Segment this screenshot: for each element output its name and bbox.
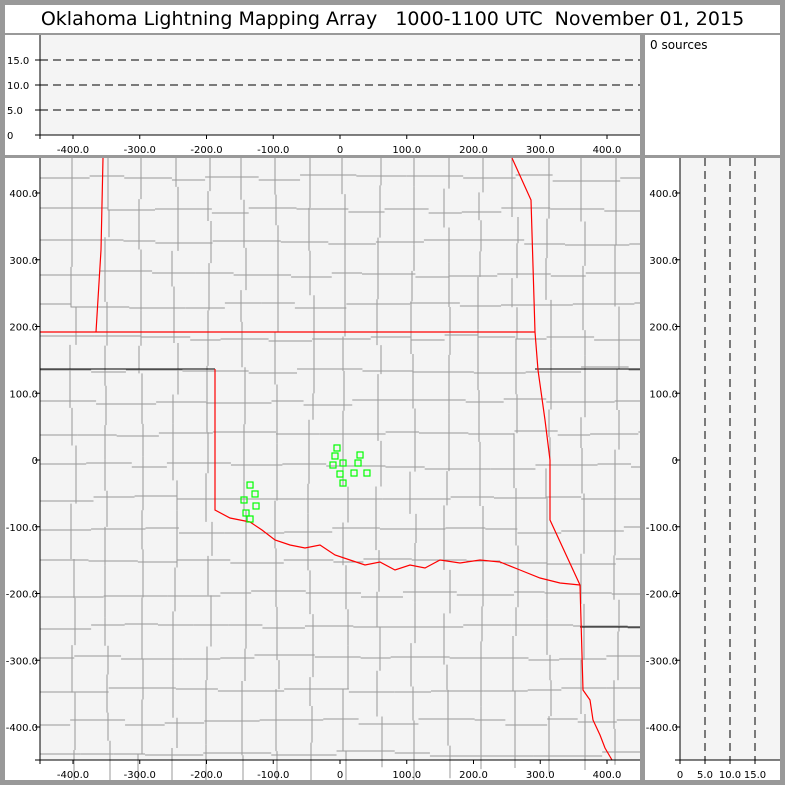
x-tick-label: -300.0 <box>124 770 156 781</box>
x-tick-label: 100.0 <box>392 770 421 781</box>
y-tick-label: -400.0 <box>6 723 38 734</box>
y-tick-label: -400.0 <box>646 723 678 734</box>
x-tick-label: 300.0 <box>526 770 555 781</box>
lightning-source <box>251 490 259 498</box>
y-tick-label: 10.0 <box>7 81 29 92</box>
lightning-source <box>333 444 341 452</box>
county-borders <box>40 158 705 785</box>
y-tick-label: 200.0 <box>9 323 38 334</box>
info-panel: 0 sources <box>645 35 780 155</box>
lightning-source <box>350 469 358 477</box>
x-tick-label: 400.0 <box>593 770 622 781</box>
x-tick-label: -300.0 <box>124 145 156 156</box>
lightning-source <box>240 496 248 504</box>
y-tick-label: -300.0 <box>646 656 678 667</box>
lightning-source <box>339 479 347 487</box>
lightning-source <box>363 469 371 477</box>
x-tick-label: 200.0 <box>459 770 488 781</box>
x-tick-label: 400.0 <box>593 145 622 156</box>
y-tick-label: 300.0 <box>9 256 38 267</box>
y-tick-label: -300.0 <box>6 656 38 667</box>
source-count: 0 sources <box>650 38 708 52</box>
y-tick-label: 100.0 <box>9 389 38 400</box>
chart-title: Oklahoma Lightning Mapping Array 1000-11… <box>5 5 780 33</box>
y-tick-label: -200.0 <box>6 590 38 601</box>
lightning-source <box>331 452 339 460</box>
y-tick-label: 15.0 <box>7 56 29 67</box>
y-tick-label: 400.0 <box>9 189 38 200</box>
x-tick-label: 10.0 <box>719 770 741 781</box>
x-tick-label: -100.0 <box>257 145 289 156</box>
y-tick-label: -100.0 <box>6 523 38 534</box>
y-tick-label: 300.0 <box>649 256 678 267</box>
x-tick-label: 0 <box>337 145 343 156</box>
lightning-source <box>246 515 254 523</box>
lightning-source <box>336 470 344 478</box>
y-tick-label: 0 <box>32 456 38 467</box>
x-tick-label: 15.0 <box>744 770 766 781</box>
x-tick-label: 200.0 <box>459 145 488 156</box>
x-tick-label: -100.0 <box>257 770 289 781</box>
lightning-source <box>246 481 254 489</box>
y-tick-label: -100.0 <box>646 523 678 534</box>
y-tick-label: 0 <box>672 456 678 467</box>
y-tick-label: 200.0 <box>649 323 678 334</box>
x-tick-label: 100.0 <box>392 145 421 156</box>
x-tick-label: 5.0 <box>697 770 713 781</box>
x-tick-label: 300.0 <box>526 145 555 156</box>
x-tick-label: -200.0 <box>190 145 222 156</box>
y-tick-label: 400.0 <box>649 189 678 200</box>
y-tick-label: -200.0 <box>646 590 678 601</box>
state-borders-red <box>40 157 613 761</box>
lightning-source <box>329 461 337 469</box>
lightning-source <box>356 451 364 459</box>
x-tick-label: -400.0 <box>57 770 89 781</box>
y-tick-label: 0 <box>7 131 13 142</box>
x-tick-label: -200.0 <box>190 770 222 781</box>
x-tick-label: 0 <box>337 770 343 781</box>
lightning-source <box>242 509 250 517</box>
lightning-source <box>339 459 347 467</box>
y-tick-label: 5.0 <box>7 106 23 117</box>
y-tick-label: 100.0 <box>649 389 678 400</box>
x-tick-label: 0 <box>677 770 683 781</box>
state-borders-black <box>40 368 640 628</box>
lightning-source <box>252 502 260 510</box>
lightning-source <box>354 459 362 467</box>
x-tick-label: -400.0 <box>57 145 89 156</box>
